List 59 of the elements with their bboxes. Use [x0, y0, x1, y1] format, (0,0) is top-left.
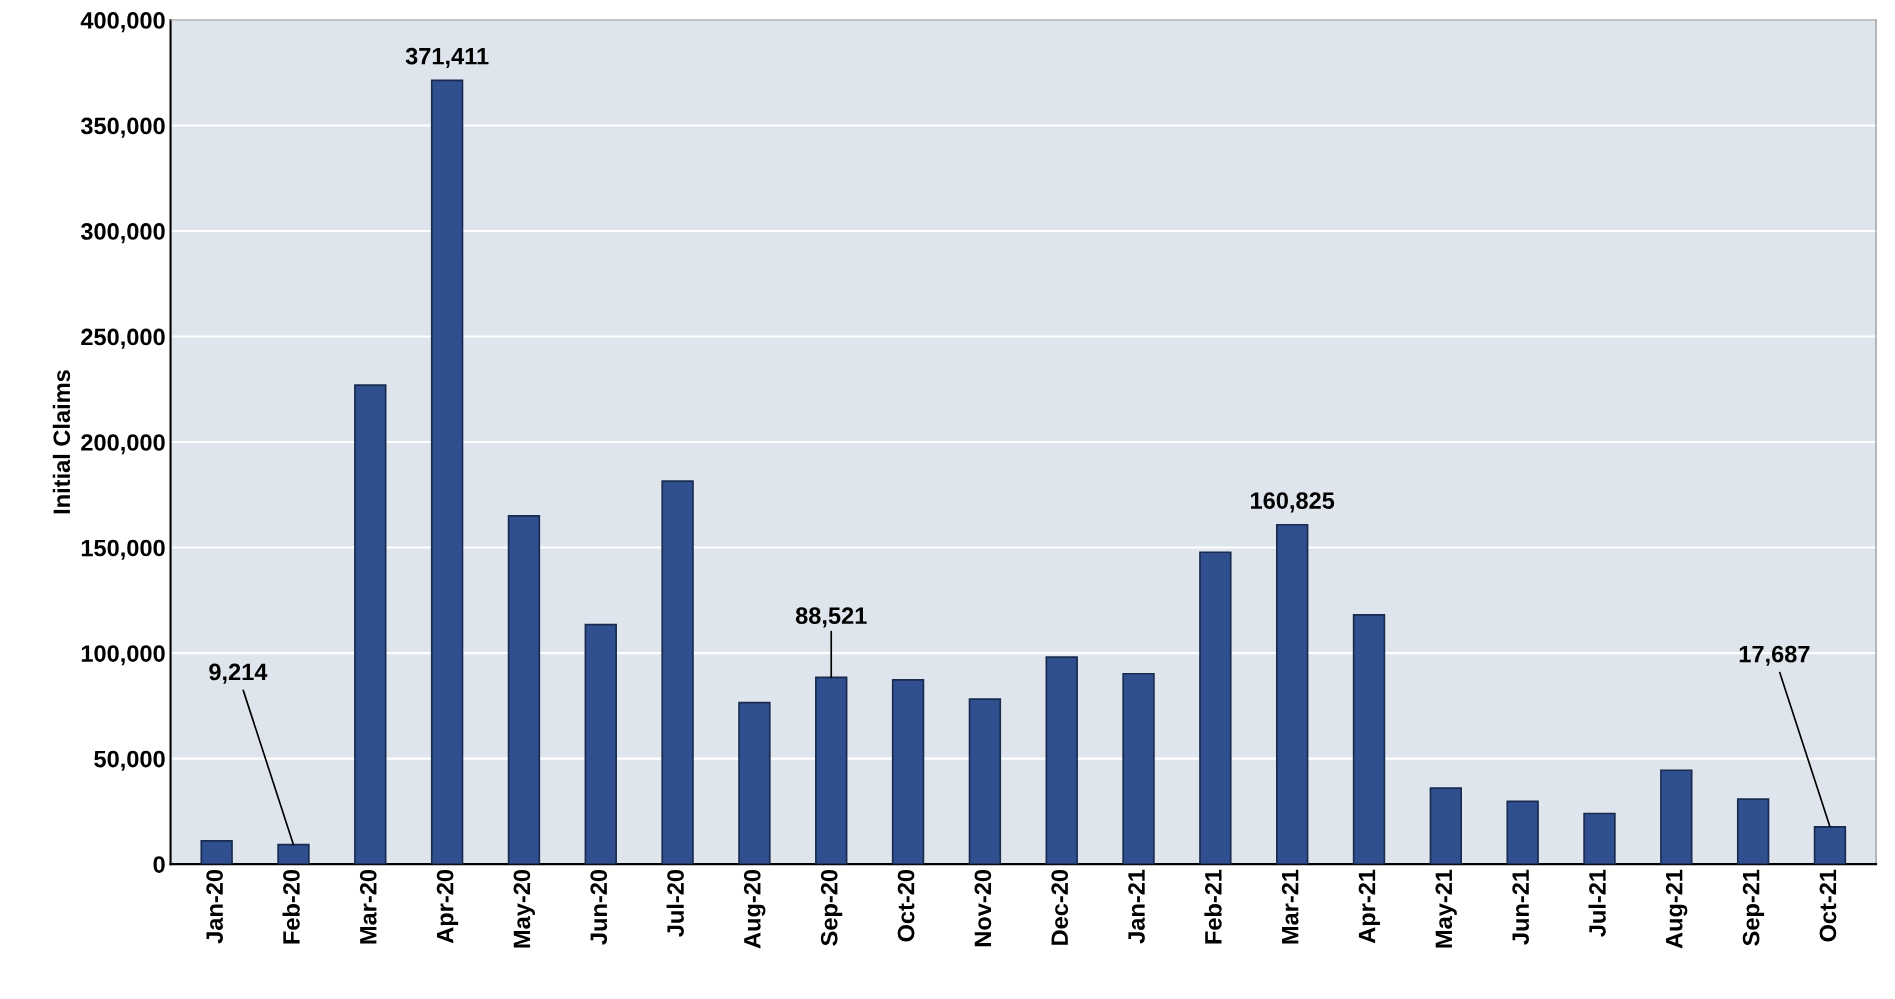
- bar: [1506, 800, 1539, 865]
- x-tick-label: Feb-20: [282, 869, 300, 944]
- y-tick-label: 0: [153, 856, 165, 873]
- bar: [891, 679, 925, 865]
- bar: [1122, 672, 1155, 865]
- x-tick-label: Sep-20: [820, 869, 843, 946]
- y-tick-label: 250,000: [81, 328, 165, 349]
- bar: [354, 384, 387, 865]
- x-tick-label: Jul-20: [666, 869, 684, 937]
- bar: [200, 840, 233, 865]
- bar: [430, 79, 464, 865]
- bar: [1352, 614, 1386, 865]
- x-tick-label: Oct-21: [1819, 869, 1837, 942]
- x-tick-label: Apr-21: [1358, 869, 1381, 944]
- y-tick-label: 400,000: [80, 12, 165, 33]
- bar: [738, 701, 771, 865]
- y-tick-label: 50,000: [94, 750, 165, 771]
- x-tick-label: Apr-20: [436, 869, 459, 944]
- x-tick-label: Mar-21: [1281, 869, 1299, 944]
- x-tick-label: Feb-21: [1204, 869, 1222, 944]
- bar: [968, 698, 1002, 865]
- x-tick-label: Oct-20: [897, 869, 915, 942]
- y-tick-label: 100,000: [81, 645, 165, 666]
- x-tick-label: Nov-20: [974, 869, 992, 947]
- x-tick-label: Mar-20: [359, 869, 377, 944]
- y-axis-title: Initial Claims: [52, 370, 71, 514]
- data-label: 9,214: [209, 663, 268, 684]
- y-tick-label: 150,000: [81, 539, 165, 560]
- x-tick-label: Dec-20: [1051, 869, 1069, 945]
- x-tick-label: Jul-21: [1588, 869, 1606, 937]
- x-tick-label: Aug-21: [1665, 869, 1688, 949]
- bar: [815, 676, 848, 865]
- bar: [1275, 523, 1309, 865]
- data-label: 371,411: [405, 47, 489, 68]
- bar: [507, 515, 541, 865]
- bar: [1583, 812, 1616, 865]
- bar: [1199, 551, 1232, 865]
- x-tick-label: Jan-20: [206, 869, 223, 944]
- bar: [1660, 769, 1693, 865]
- x-tick-label: Sep-21: [1742, 869, 1765, 946]
- y-tick-label: 350,000: [80, 117, 165, 138]
- x-tick-label: Jan-21: [1128, 869, 1145, 944]
- bar: [584, 623, 617, 865]
- x-tick-label: May-21: [1435, 869, 1457, 948]
- bar: [661, 480, 694, 865]
- x-tick-label: Jun-21: [1512, 869, 1529, 945]
- data-label: 17,687: [1739, 645, 1810, 666]
- bar: [1045, 656, 1078, 865]
- y-tick-label: 200,000: [81, 434, 165, 455]
- data-label: 88,521: [795, 607, 867, 628]
- bar: [1813, 825, 1847, 865]
- data-label: 160,825: [1251, 492, 1335, 513]
- y-tick-label: 300,000: [80, 223, 165, 244]
- x-tick-label: May-20: [513, 869, 535, 948]
- x-tick-label: Aug-20: [743, 869, 766, 949]
- x-tick-label: Jun-20: [590, 869, 608, 945]
- bar: [277, 843, 310, 865]
- bar: [1736, 798, 1770, 865]
- bar: [1429, 787, 1463, 865]
